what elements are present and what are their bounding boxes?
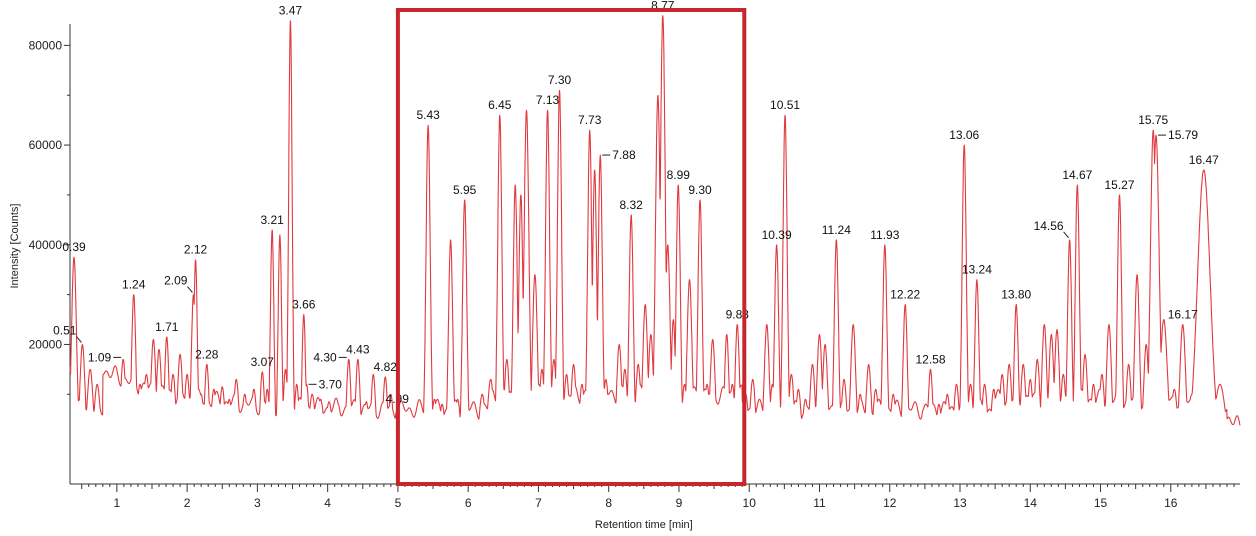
peak-label: 4.43 xyxy=(346,342,370,356)
x-tick-label: 1 xyxy=(114,496,121,510)
peak-label: 14.67 xyxy=(1062,168,1092,182)
x-tick-label: 7 xyxy=(535,496,542,510)
peak-label: 13.06 xyxy=(949,128,979,142)
peak-label: 13.24 xyxy=(962,263,992,277)
peak-label: 8.99 xyxy=(667,168,691,182)
x-tick-label: 8 xyxy=(605,496,612,510)
highlight-box xyxy=(395,8,747,486)
peak-leader-line xyxy=(1063,231,1069,239)
x-tick-label: 11 xyxy=(813,496,826,510)
x-tick-label: 16 xyxy=(1164,496,1178,510)
x-tick-label: 13 xyxy=(953,496,967,510)
peak-label: 3.07 xyxy=(251,355,275,369)
chromatogram-trace xyxy=(69,15,1241,426)
x-tick-label: 6 xyxy=(465,496,472,510)
peak-label: 3.21 xyxy=(260,213,284,227)
peak-label: 11.24 xyxy=(822,223,851,237)
peak-label: 10.51 xyxy=(770,98,800,112)
peak-label: 14.56 xyxy=(1034,219,1064,233)
peak-label: 1.71 xyxy=(155,320,179,334)
x-tick-label: 9 xyxy=(676,496,683,510)
peak-label: 0.39 xyxy=(62,240,86,254)
peak-label: 11.93 xyxy=(870,228,899,242)
peak-label: 7.13 xyxy=(536,93,560,107)
peak-leader-line xyxy=(187,286,193,293)
peak-label: 15.79 xyxy=(1168,128,1198,142)
peak-label: 2.28 xyxy=(195,347,219,361)
x-tick-label: 14 xyxy=(1024,496,1038,510)
y-axis-ticks: 20000 40000 60000 80000 xyxy=(29,38,70,395)
peak-label: 7.30 xyxy=(548,73,572,87)
peak-label: 2.09 xyxy=(164,274,188,288)
x-tick-label: 4 xyxy=(324,496,331,510)
peak-label: 3.47 xyxy=(279,3,303,17)
peak-label: 5.43 xyxy=(416,108,440,122)
peak-label: 5.95 xyxy=(453,183,477,197)
peak-label: 8.32 xyxy=(620,198,644,212)
peak-label: 12.22 xyxy=(890,288,920,302)
x-tick-label: 5 xyxy=(395,496,402,510)
y-tick-label: 80000 xyxy=(29,38,63,52)
peak-label: 10.39 xyxy=(762,228,792,242)
y-tick-label: 20000 xyxy=(29,337,63,351)
y-tick-label: 60000 xyxy=(29,138,63,152)
peak-label: 4.30 xyxy=(313,350,337,364)
x-tick-label: 2 xyxy=(184,496,191,510)
x-axis-title: Retention time [min] xyxy=(595,519,693,531)
peak-labels: 0.39 0.51 1.09 1.24 1.71 2.09 2.12 2.28 3.07 3.21… xyxy=(53,0,1219,406)
peak-leader-line xyxy=(76,336,82,343)
y-tick-label: 40000 xyxy=(29,238,63,252)
x-tick-label: 15 xyxy=(1094,496,1108,510)
peak-label: 16.47 xyxy=(1189,153,1219,167)
peak-label: 6.45 xyxy=(488,98,512,112)
peak-label: 16.17 xyxy=(1168,308,1198,322)
x-tick-label: 3 xyxy=(254,496,261,510)
x-axis-ticks: 1 2 3 4 5 6 7 8 9 10 11 12 13 14 15 16 xyxy=(81,484,1235,510)
x-tick-label: 10 xyxy=(743,496,757,510)
peak-label: 3.70 xyxy=(319,377,343,391)
x-tick-label: 12 xyxy=(883,496,897,510)
peak-label: 1.09 xyxy=(88,350,112,364)
peak-label: 2.12 xyxy=(184,243,208,257)
peak-label: 9.30 xyxy=(688,183,712,197)
peak-label: 15.75 xyxy=(1138,113,1168,127)
peak-label: 1.24 xyxy=(122,278,146,292)
y-axis-title: Intensity [Counts] xyxy=(9,204,21,289)
peak-label: 0.51 xyxy=(53,323,77,337)
peak-label: 3.66 xyxy=(292,298,316,312)
peak-label: 4.82 xyxy=(374,360,398,374)
peak-label: 7.88 xyxy=(612,148,636,162)
peak-label: 12.58 xyxy=(915,352,945,366)
peak-label: 7.73 xyxy=(578,113,602,127)
peak-label: 15.27 xyxy=(1104,178,1134,192)
peak-label: 13.80 xyxy=(1001,288,1031,302)
